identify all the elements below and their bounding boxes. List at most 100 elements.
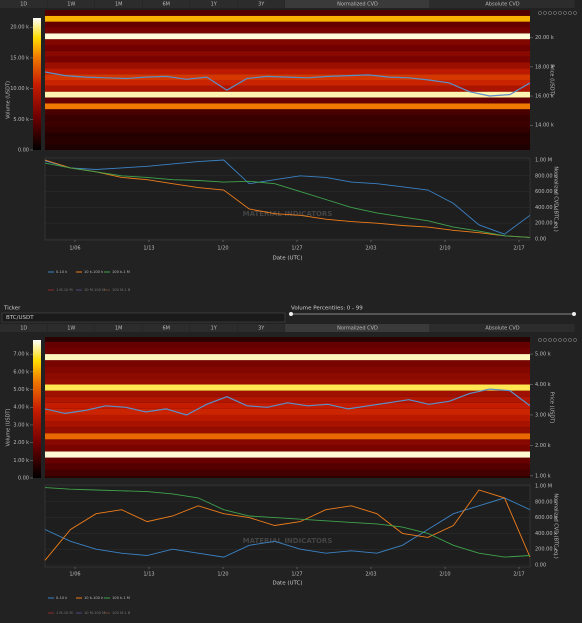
tab[interactable] xyxy=(47,0,95,8)
heatmap-band xyxy=(45,50,530,57)
heatmap xyxy=(45,10,530,150)
heatmap-band xyxy=(45,120,530,127)
tab[interactable] xyxy=(285,324,430,332)
toolbar-icon[interactable] xyxy=(548,338,552,342)
x-axis-label: Date (UTC) xyxy=(272,256,302,262)
tab[interactable] xyxy=(95,324,142,332)
tab[interactable] xyxy=(237,0,285,8)
colorbar-tick-label: 7.00 k xyxy=(13,352,29,358)
toolbar-icon[interactable] xyxy=(558,338,562,342)
cvd-tick-label: 600.00 k xyxy=(535,189,557,195)
tab[interactable] xyxy=(0,324,47,332)
toolbar-icon[interactable] xyxy=(538,11,542,15)
tab-label: Absolute CVD xyxy=(485,2,519,8)
heatmap-band xyxy=(45,56,530,63)
price-tick-label: 1.00 k xyxy=(535,473,551,479)
colorbar-tick-label: 3.00 k xyxy=(13,422,29,428)
x-tick-label: 1/13 xyxy=(143,246,154,252)
tab[interactable] xyxy=(0,0,47,8)
heatmap-band xyxy=(45,360,530,367)
tab[interactable] xyxy=(237,324,285,332)
cvd-tick-label: 1.00 M xyxy=(535,484,552,490)
heatmap-band xyxy=(45,396,530,403)
x-tick-label: 1/20 xyxy=(217,572,228,578)
toolbar-icon[interactable] xyxy=(573,11,577,15)
heatmap-band xyxy=(45,68,530,75)
tab[interactable] xyxy=(430,324,575,332)
tab-label: 1Y xyxy=(211,2,218,8)
ticker-input[interactable] xyxy=(1,312,286,323)
price-axis-label: Price (USDT) xyxy=(549,64,555,95)
toolbar-icon[interactable] xyxy=(568,11,572,15)
x-tick-label: 2/03 xyxy=(365,246,376,252)
colorbar-tick-label: 1.00 k xyxy=(13,458,29,464)
heatmap-band xyxy=(45,347,530,355)
tab-label: 1Y xyxy=(211,326,218,332)
x-tick-label: 2/17 xyxy=(513,572,524,578)
x-tick-label: 1/27 xyxy=(291,572,302,578)
cvd-line xyxy=(44,489,531,561)
heatmap-band xyxy=(45,85,530,92)
colorbar-tick-label: 0.00 xyxy=(18,476,29,482)
toolbar-icon[interactable] xyxy=(563,338,567,342)
cvd-tick-label: 200.00 k xyxy=(535,221,557,227)
toolbar-icon[interactable] xyxy=(563,11,567,15)
x-tick-label: 1/06 xyxy=(69,246,80,252)
tab[interactable] xyxy=(142,0,190,8)
tab[interactable] xyxy=(142,324,190,332)
heatmap-band xyxy=(45,144,530,150)
tab[interactable] xyxy=(430,0,575,8)
toolbar-icon[interactable] xyxy=(558,11,562,15)
tab-label: 6M xyxy=(163,326,171,332)
heatmap-band xyxy=(45,414,530,422)
tab-label: 1W xyxy=(67,326,75,332)
cvd-plot xyxy=(44,484,531,568)
price-axis-label: Price (USDT) xyxy=(549,392,555,423)
heatmap-band xyxy=(45,115,530,121)
colorbar-tick-label: 6.00 k xyxy=(13,369,29,375)
tab-label: 1M xyxy=(115,326,123,332)
x-tick-label: 1/13 xyxy=(143,572,154,578)
heatmap-band xyxy=(45,15,530,22)
heatmap-band xyxy=(45,408,530,415)
cvd-line xyxy=(44,497,531,558)
slider-handle[interactable] xyxy=(572,312,576,316)
heatmap-band xyxy=(45,354,530,361)
colorbar-label: Volume (USDT) xyxy=(6,81,12,119)
price-tick-label: 3.00 k xyxy=(535,412,551,418)
toolbar-icon[interactable] xyxy=(553,338,557,342)
tab[interactable] xyxy=(47,324,95,332)
slider-handle[interactable] xyxy=(289,312,293,316)
tab[interactable] xyxy=(285,0,430,8)
toolbar-icon[interactable] xyxy=(573,338,577,342)
tab-label: 1D xyxy=(20,326,27,332)
heatmap-band xyxy=(45,62,530,69)
price-tick-label: 14.00 k xyxy=(535,123,554,129)
heatmap-band xyxy=(45,109,530,115)
heatmap-band xyxy=(45,45,530,51)
toolbar-icon[interactable] xyxy=(568,338,572,342)
legend-label: 10 k-100 k xyxy=(84,270,104,274)
heatmap-band xyxy=(45,21,530,28)
heatmap-band xyxy=(45,138,530,145)
legend-label: 10 M-100 M xyxy=(84,611,105,615)
colorbar-label: Volume (USDT) xyxy=(6,409,12,447)
heatmap-band xyxy=(45,463,530,470)
price-tick-label: 4.00 k xyxy=(535,382,551,388)
heatmap-band xyxy=(45,372,530,379)
cvd-tick-label: 1.00 M xyxy=(535,157,552,163)
tab-label: Normalized CVD xyxy=(337,326,378,332)
toolbar-icon[interactable] xyxy=(548,11,552,15)
toolbar-icon[interactable] xyxy=(538,338,542,342)
ticker-value: BTC/USDT xyxy=(6,315,34,321)
cvd-line xyxy=(44,487,531,558)
toolbar-icon[interactable] xyxy=(553,11,557,15)
tab[interactable] xyxy=(95,0,142,8)
heatmap-band xyxy=(45,366,530,373)
toolbar-icon[interactable] xyxy=(543,11,547,15)
colorbar-tick-label: 10.00 k xyxy=(10,86,29,92)
toolbar-icon[interactable] xyxy=(543,338,547,342)
colorbar-tick-label: 5.00 k xyxy=(13,387,29,393)
tab[interactable] xyxy=(190,324,237,332)
tab[interactable] xyxy=(190,0,237,8)
